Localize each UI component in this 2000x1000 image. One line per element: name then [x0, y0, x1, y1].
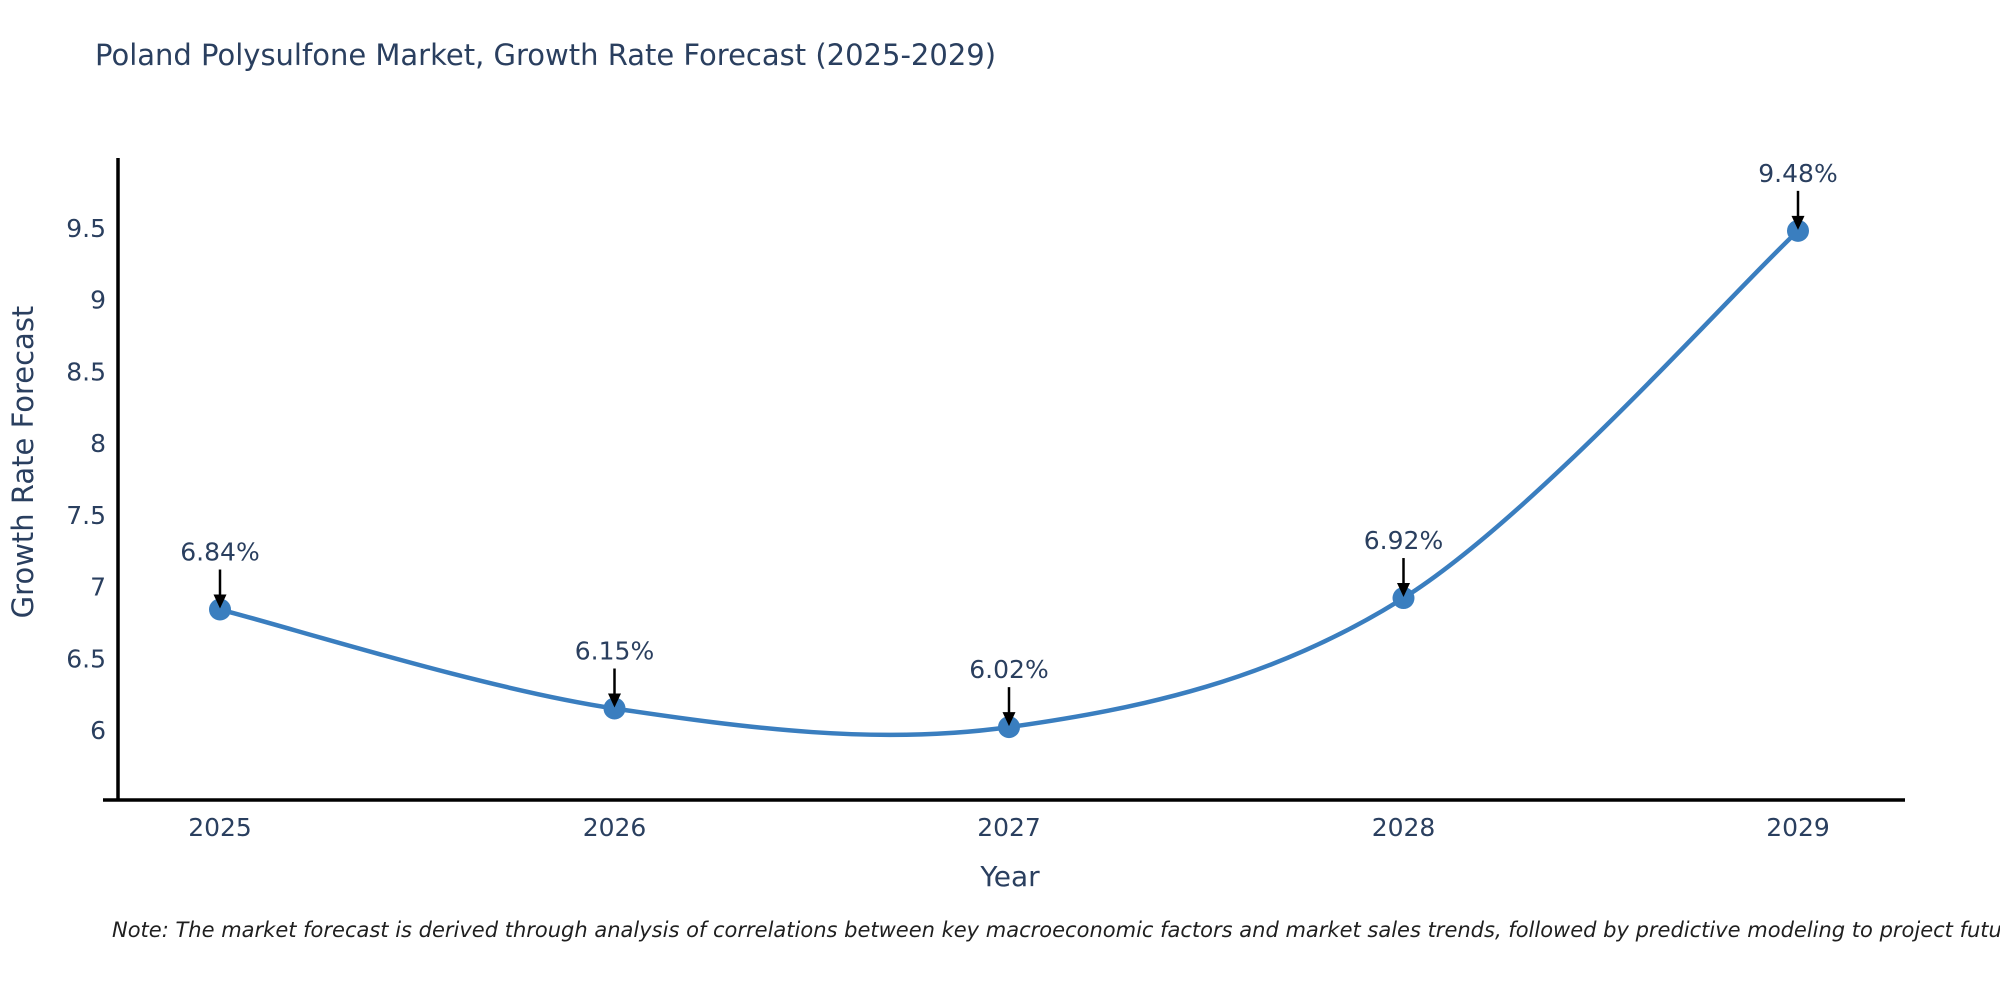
data-label-2028: 6.92%	[1364, 526, 1443, 555]
annotation-arrowhead	[1397, 583, 1410, 598]
y-tick-label: 7.5	[66, 501, 106, 530]
x-tick-label: 2029	[1766, 813, 1830, 842]
data-label-2026: 6.15%	[575, 636, 654, 665]
annotation-arrowhead	[1002, 712, 1016, 727]
y-tick-label: 8	[90, 429, 106, 458]
chart-title: Poland Polysulfone Market, Growth Rate F…	[95, 38, 997, 72]
footnote: Note: The market forecast is derived thr…	[112, 918, 2000, 942]
x-tick-label: 2028	[1372, 813, 1436, 842]
annotation-arrowhead	[1791, 215, 1805, 230]
y-tick-label: 6	[90, 716, 106, 745]
data-label-2025: 6.84%	[180, 538, 259, 567]
y-tick-label: 9.5	[66, 214, 106, 243]
data-point-2026	[603, 697, 626, 720]
x-tick-label: 2026	[583, 813, 647, 842]
annotation-arrowhead	[213, 594, 227, 609]
x-axis-title: Year	[980, 860, 1040, 893]
data-point-2025	[209, 598, 231, 621]
data-point-2028	[1392, 587, 1415, 610]
x-tick-label: 2025	[188, 813, 252, 842]
y-tick-label: 6.5	[66, 644, 106, 673]
y-tick-label: 7	[90, 573, 106, 602]
data-point-2029	[1787, 219, 1809, 242]
annotation-arrowhead	[608, 693, 621, 708]
forecast-line	[217, 228, 1801, 738]
x-tick-label: 2027	[977, 813, 1041, 842]
data-label-2029: 9.48%	[1758, 159, 1837, 188]
y-tick-label: 8.5	[66, 357, 106, 386]
data-point-2027	[998, 716, 1020, 739]
y-tick-label: 9	[90, 286, 106, 315]
data-label-2027: 6.02%	[969, 655, 1048, 684]
